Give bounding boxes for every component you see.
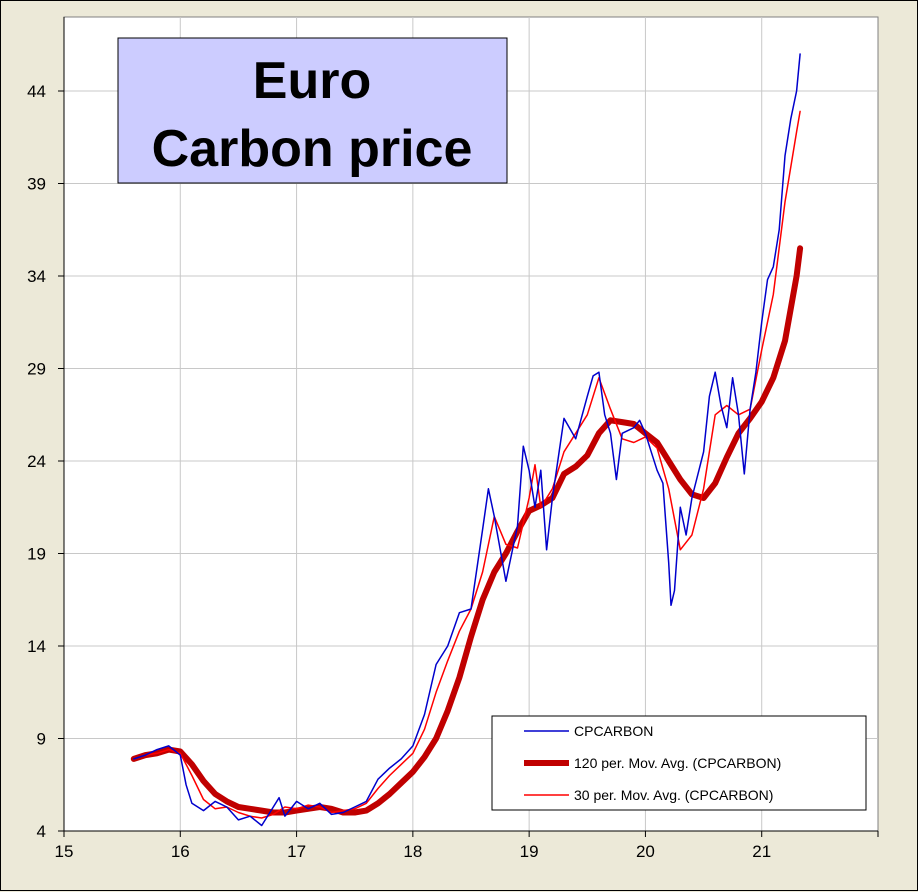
- y-tick-label: 34: [27, 267, 46, 286]
- x-tick-label: 15: [55, 842, 74, 861]
- x-tick-label: 18: [403, 842, 422, 861]
- y-tick-label: 14: [27, 637, 46, 656]
- x-tick-label: 19: [520, 842, 539, 861]
- x-tick-label: 21: [752, 842, 771, 861]
- y-tick-label: 44: [27, 82, 46, 101]
- series-line-ma30: [133, 110, 801, 819]
- y-tick-label: 29: [27, 360, 46, 379]
- series-line-cpcarbon: [133, 53, 801, 827]
- x-tick-label: 20: [636, 842, 655, 861]
- legend: CPCARBON 120 per. Mov. Avg. (CPCARBON) 3…: [491, 715, 867, 811]
- legend-label-cpcarbon: CPCARBON: [574, 723, 653, 739]
- x-tick-label: 16: [171, 842, 190, 861]
- title-box: Euro Carbon price: [117, 37, 508, 184]
- legend-label-ma120: 120 per. Mov. Avg. (CPCARBON): [574, 755, 781, 771]
- x-tick-label: 17: [287, 842, 306, 861]
- y-tick-label: 4: [37, 822, 46, 841]
- axis-ticks: 15 16 17 18 19 20 21 4 9 14 19 24 29 34 39 44: [27, 17, 879, 861]
- y-tick-label: 39: [27, 175, 46, 194]
- y-tick-label: 9: [37, 730, 46, 749]
- y-tick-label: 19: [27, 545, 46, 564]
- y-tick-label: 24: [27, 452, 46, 471]
- series-line-ma120: [130, 245, 804, 816]
- series-lines: [130, 53, 804, 827]
- title-background: [117, 37, 508, 184]
- chart-title-line-2: Carbon price: [152, 120, 473, 178]
- legend-label-ma30: 30 per. Mov. Avg. (CPCARBON): [574, 787, 773, 803]
- chart-title-line-1: Euro: [253, 52, 371, 110]
